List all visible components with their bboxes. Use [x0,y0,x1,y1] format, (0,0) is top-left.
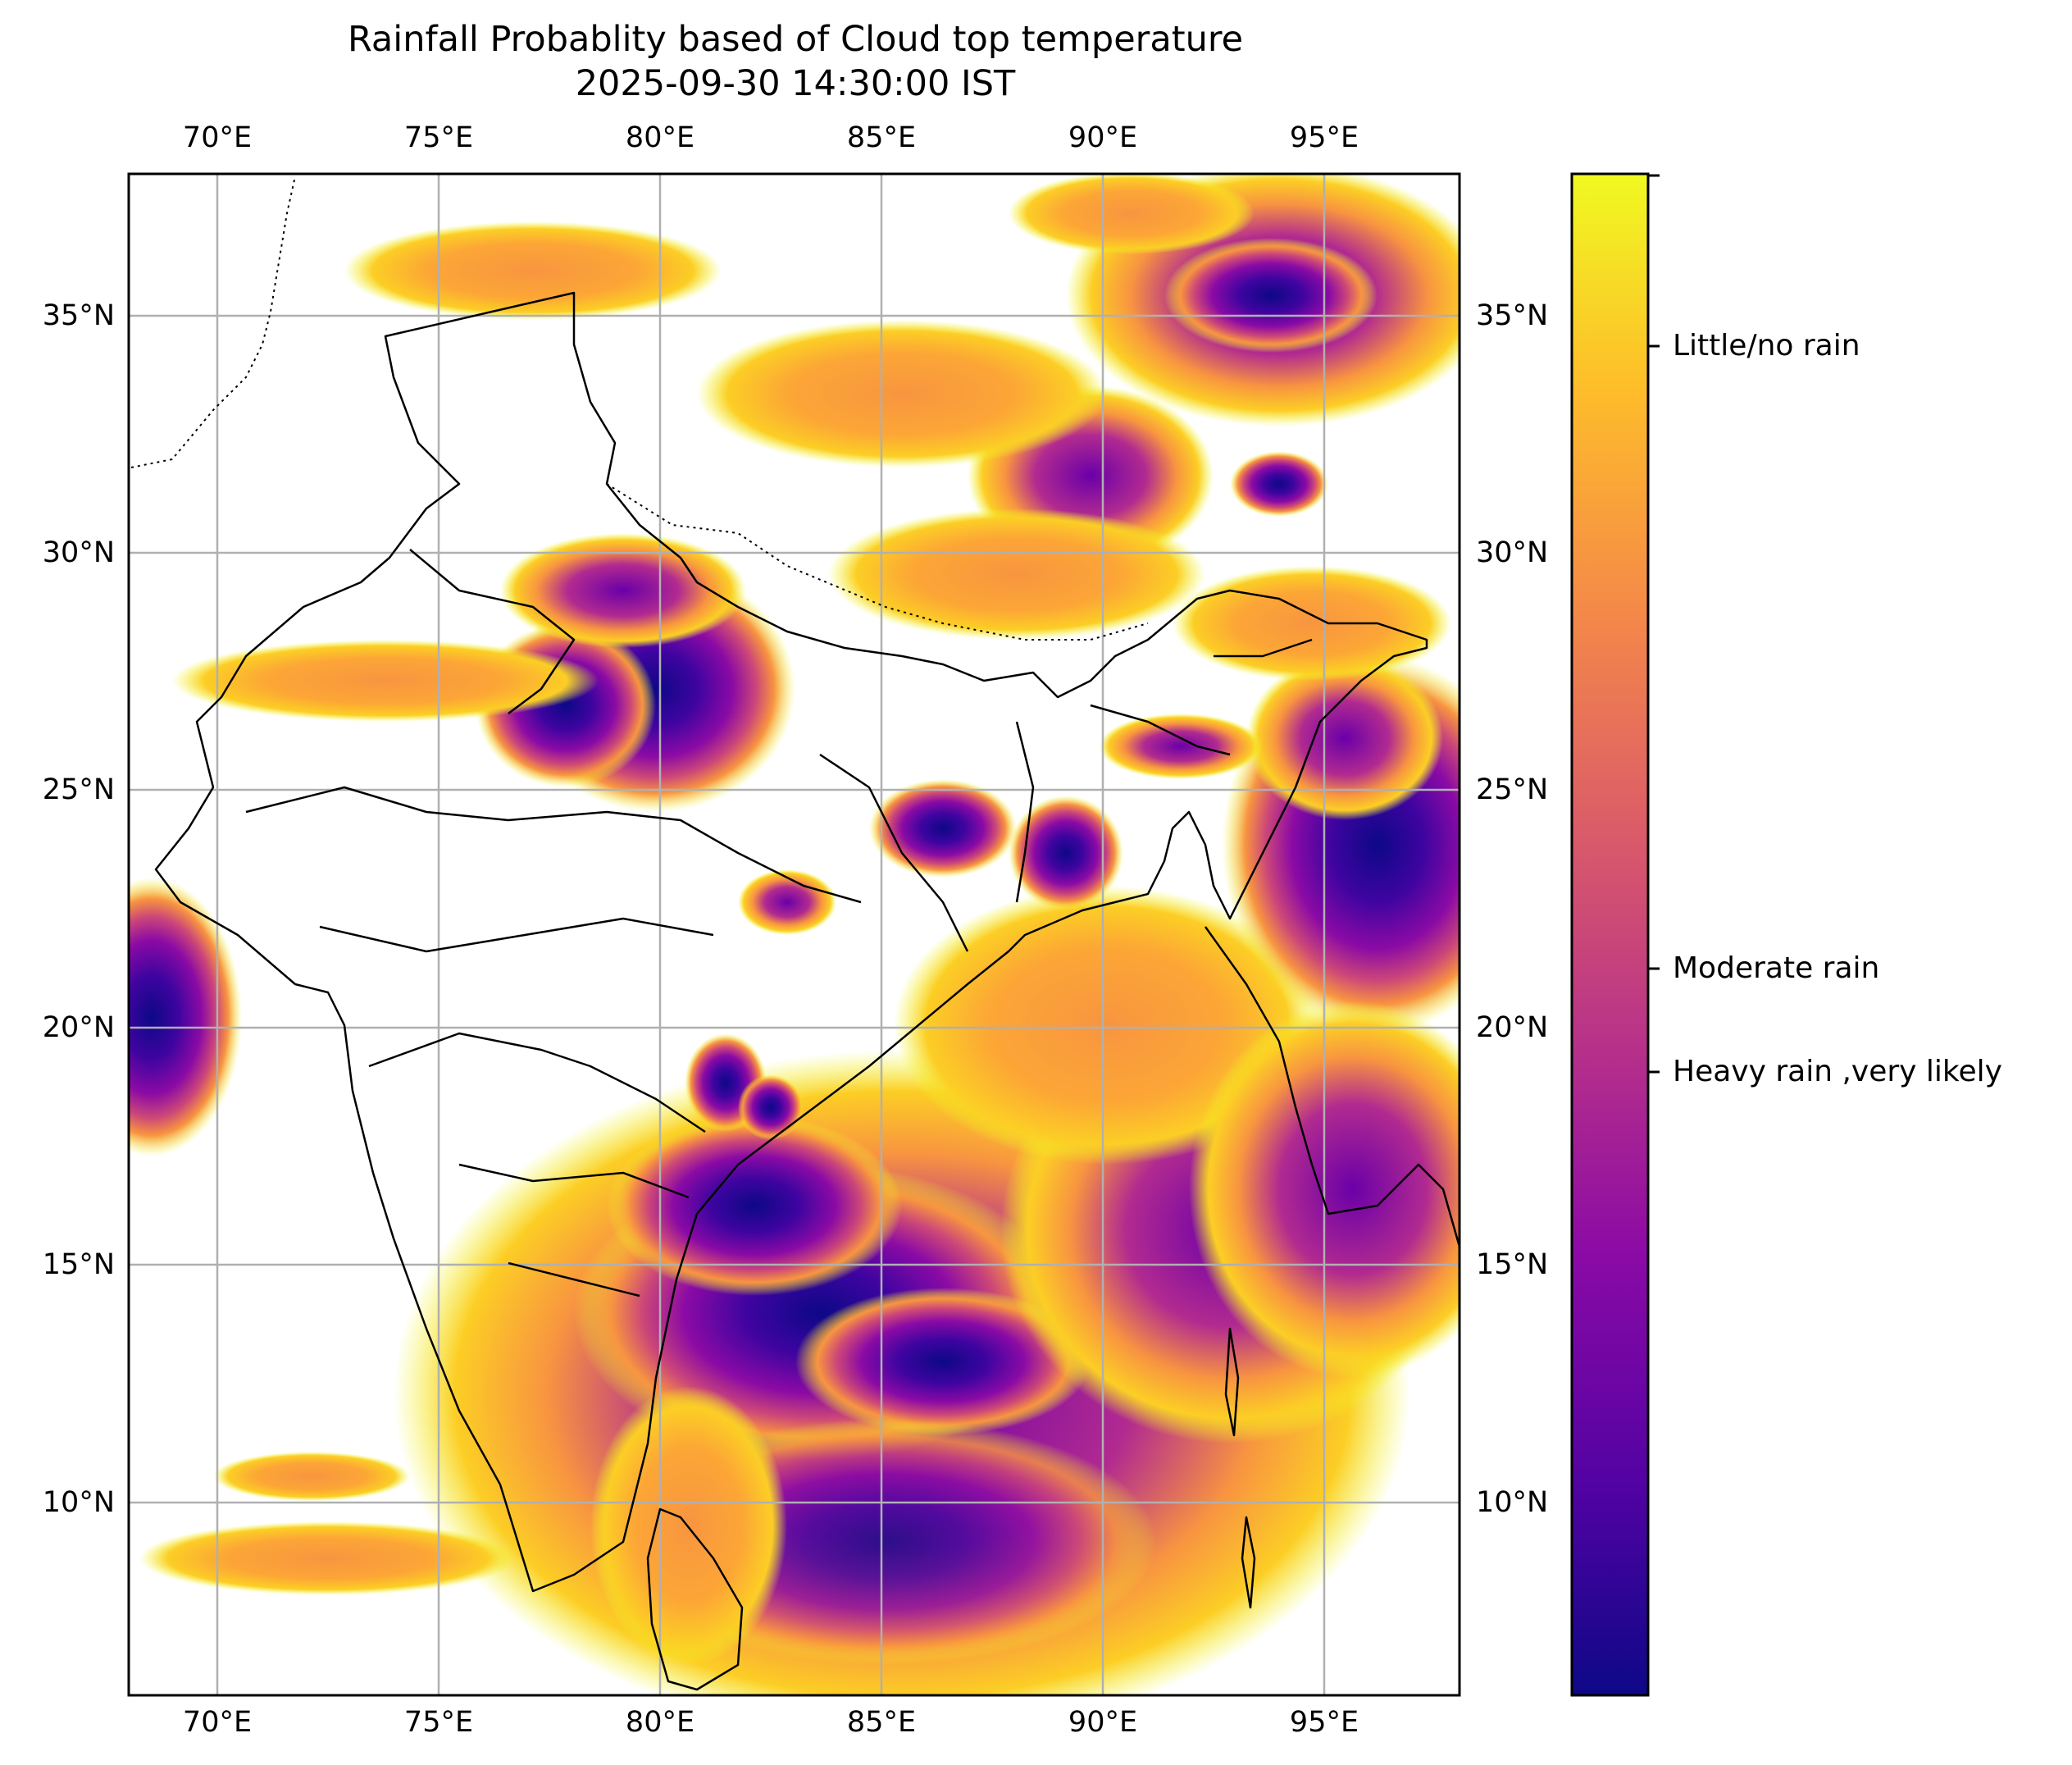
lon-tick-bottom: 90°E [1068,1706,1138,1739]
lon-tick-bottom: 75°E [403,1706,474,1739]
rain-region [1009,174,1255,254]
rain-region [828,509,1205,640]
colorbar-label-heavy: Heavy rain ,very likely [1673,1055,2002,1088]
rain-region [1189,1001,1460,1378]
lon-tick-top: 75°E [403,121,474,154]
lat-tick-left: 25°N [42,773,115,806]
lon-tick-bottom: 80°E [625,1706,695,1739]
rain-region [869,779,1017,878]
chart-title: Rainfall Probablity based of Cloud top t… [347,19,1244,60]
lat-tick-right: 35°N [1476,299,1549,332]
lat-tick-right: 20°N [1476,1011,1549,1044]
lat-tick-left: 20°N [42,1011,115,1044]
rain-region [1230,451,1328,517]
lon-tick-top: 70°E [182,121,253,154]
lon-tick-top: 95°E [1289,121,1359,154]
rain-region [607,1115,902,1296]
rain-region [172,640,599,722]
rain-region [129,878,242,1156]
lat-tick-right: 30°N [1476,536,1549,569]
lon-tick-top: 85°E [846,121,917,154]
rain-region [1009,796,1123,910]
lon-tick-top: 80°E [625,121,695,154]
lon-tick-top: 90°E [1068,121,1138,154]
rain-region [344,221,722,320]
rain-region [738,869,836,935]
colorbar-label-little: Little/no rain [1673,329,1860,363]
chart-subtitle: 2025-09-30 14:30:00 IST [575,63,1016,104]
rain-region [795,1288,1091,1435]
lon-tick-bottom: 95°E [1289,1706,1359,1739]
lat-tick-left: 15°N [42,1248,115,1281]
india-boundary [154,291,1460,1691]
rain-region [738,1074,804,1140]
lat-tick-right: 25°N [1476,773,1549,806]
rain-region [1173,566,1451,681]
lat-tick-left: 35°N [42,299,115,332]
rain-field [129,174,1460,1695]
rain-region [697,320,1107,467]
rain-region [1099,714,1263,779]
colorbar-label-moderate: Moderate rain [1673,951,1880,985]
lon-tick-bottom: 70°E [182,1706,253,1739]
lat-tick-right: 15°N [1476,1248,1549,1281]
colorbar-ticks [1648,174,1660,1074]
colorbar [1570,172,1650,1697]
lat-tick-left: 30°N [42,536,115,569]
rain-region [1164,238,1378,353]
rain-region [213,1452,410,1501]
lon-tick-bottom: 85°E [846,1706,917,1739]
rain-region [500,533,746,648]
border-dotted [606,483,1149,641]
lat-tick-left: 10°N [42,1486,115,1519]
lat-tick-right: 10°N [1476,1486,1549,1519]
rain-region [590,1386,787,1665]
gridlines [129,174,1460,1695]
rain-region [139,1521,517,1595]
rain-region [1246,656,1443,820]
map-frame [127,172,1461,1697]
